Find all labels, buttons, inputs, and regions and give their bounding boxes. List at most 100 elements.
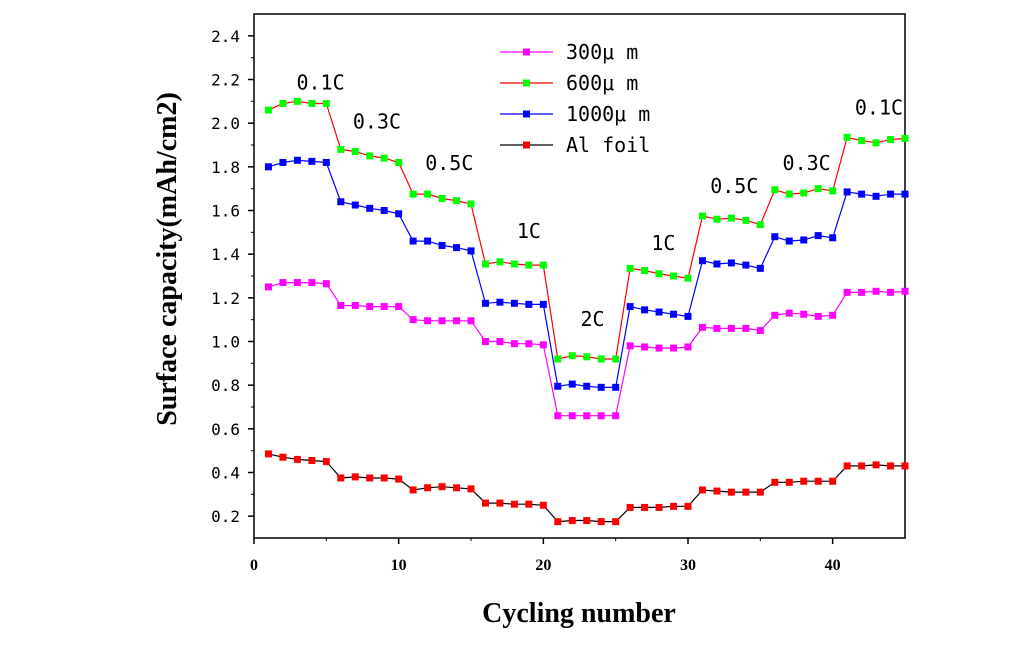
- data-point: [424, 190, 432, 198]
- data-point: [279, 100, 287, 108]
- data-point: [366, 474, 374, 482]
- data-point: [337, 301, 345, 309]
- y-axis-title: Surface capacity(mAh/cm2): [152, 92, 183, 426]
- data-point: [670, 272, 678, 280]
- data-point: [655, 503, 663, 511]
- data-point: [829, 234, 837, 242]
- data-point: [771, 233, 779, 241]
- y-tick-label: 2.0: [211, 114, 240, 133]
- data-point: [843, 133, 851, 141]
- y-tick-label: 1.6: [211, 202, 240, 221]
- data-point: [279, 158, 287, 166]
- data-point: [785, 478, 793, 486]
- data-point: [670, 502, 678, 510]
- x-tick-label: 10: [391, 557, 407, 574]
- data-point: [641, 306, 649, 314]
- data-point: [380, 474, 388, 482]
- data-point: [481, 338, 489, 345]
- data-point: [901, 287, 909, 295]
- data-point: [858, 462, 866, 470]
- x-tick-label: 0: [250, 557, 258, 574]
- data-point: [438, 483, 446, 491]
- series-layer: [264, 97, 909, 526]
- data-point: [655, 270, 663, 278]
- data-point: [510, 500, 518, 508]
- data-point: [366, 204, 374, 212]
- data-point: [554, 355, 562, 363]
- data-point: [539, 300, 547, 308]
- data-point: [800, 310, 808, 318]
- data-point: [351, 148, 359, 156]
- data-point: [843, 288, 851, 296]
- data-point: [742, 261, 750, 269]
- legend-item: 300μ m: [500, 40, 638, 64]
- data-point: [510, 260, 518, 268]
- data-point: [626, 503, 634, 511]
- data-point: [785, 190, 793, 198]
- data-point: [843, 462, 851, 470]
- data-point: [351, 201, 359, 209]
- data-point: [539, 341, 547, 349]
- axes: 0.2 0.4 0.6 0.8 1.0 1.2 1.4 1.6 1.8 2.0 2.2 2.4 0 10 2…: [211, 13, 906, 574]
- rate-annotation: 1C: [517, 219, 541, 243]
- series-0: [264, 279, 909, 420]
- data-point: [814, 477, 822, 485]
- data-point: [568, 517, 576, 525]
- data-point: [887, 190, 895, 198]
- data-point: [467, 247, 475, 255]
- data-point: [713, 215, 721, 223]
- data-point: [698, 257, 706, 265]
- data-point: [380, 207, 388, 214]
- data-point: [554, 382, 562, 390]
- data-point: [872, 287, 880, 295]
- data-point: [293, 279, 301, 287]
- legend-label: 300μ m: [566, 40, 638, 64]
- data-point: [308, 456, 316, 464]
- y-tick-label: 1.2: [211, 289, 240, 308]
- rate-annotation: 1C: [651, 231, 675, 255]
- y-tick-label: 1.8: [211, 158, 240, 177]
- data-point: [583, 517, 591, 525]
- data-point: [264, 106, 272, 114]
- data-point: [510, 299, 518, 307]
- annotations: 0.1C 0.3C 0.5C 1C 2C 1C 0.5C 0.3C 0.1C: [296, 70, 903, 331]
- data-point: [351, 301, 359, 309]
- data-point: [409, 486, 417, 494]
- y-tick-label: 0.8: [211, 376, 240, 395]
- rate-annotation: 0.1C: [855, 95, 903, 119]
- series-line: [268, 282, 906, 417]
- data-point: [858, 190, 866, 198]
- data-point: [814, 312, 822, 320]
- data-point: [684, 274, 692, 282]
- data-point: [322, 158, 330, 166]
- data-point: [308, 100, 316, 108]
- legend-marker: [523, 48, 530, 56]
- data-point: [409, 316, 417, 324]
- data-point: [843, 188, 851, 196]
- rate-annotation: 0.1C: [296, 70, 344, 94]
- data-point: [626, 342, 634, 350]
- rate-annotation: 0.3C: [783, 151, 831, 175]
- legend-item: 1000μ m: [500, 102, 650, 126]
- rate-annotation: 0.5C: [710, 174, 758, 198]
- data-point: [771, 186, 779, 194]
- data-point: [727, 214, 735, 222]
- data-point: [322, 100, 330, 108]
- data-point: [510, 340, 518, 348]
- data-point: [800, 477, 808, 485]
- data-point: [626, 303, 634, 311]
- data-point: [800, 189, 808, 197]
- data-point: [612, 518, 620, 526]
- data-point: [727, 324, 735, 332]
- data-point: [670, 310, 678, 318]
- data-point: [641, 267, 649, 275]
- data-point: [742, 216, 750, 224]
- data-point: [742, 488, 750, 496]
- data-point: [525, 261, 533, 269]
- data-point: [366, 152, 374, 160]
- data-point: [612, 383, 620, 391]
- data-point: [583, 412, 591, 420]
- data-point: [366, 303, 374, 311]
- data-point: [901, 462, 909, 470]
- data-point: [597, 412, 605, 420]
